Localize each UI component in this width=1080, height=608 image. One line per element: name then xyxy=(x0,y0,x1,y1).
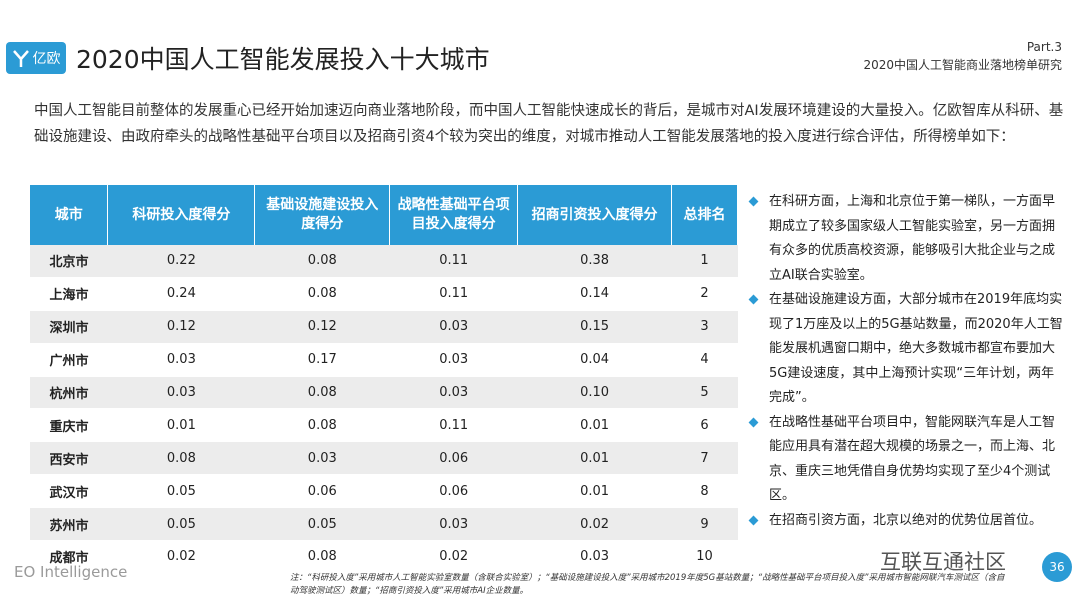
watermark: 互联互通社区 xyxy=(880,550,1006,574)
cell: 0.15 xyxy=(517,310,672,344)
row: 深圳市 0.12 0.12 0.03 0.15 3 xyxy=(30,310,738,344)
cell: 0.03 xyxy=(517,540,672,574)
cell: 8 xyxy=(671,474,738,509)
cell: 0.02 xyxy=(389,540,518,574)
cell: 10 xyxy=(671,540,738,574)
cell: 0.11 xyxy=(389,408,518,443)
intro: 中国人工智能目前整体的发展重心已经开始加速迈向商业落地阶段，而中国人工智能快速成… xyxy=(34,103,1064,145)
table-body: 北京市 0.22 0.08 0.11 0.38 1 上海市 0.24 0.08 0.11 0.14 2… xyxy=(30,245,738,574)
cell: 0.24 xyxy=(107,277,255,311)
cell: 5 xyxy=(671,376,738,410)
cell: 0.03 xyxy=(389,507,518,542)
page-number: 36 xyxy=(1042,552,1072,582)
bullet: 在科研方面，上海和北京位于第一梯队，一方面早期成立了较多国家级人工智能实验室，另… xyxy=(745,190,1065,288)
cell: 武汉市 xyxy=(30,474,108,509)
cell: 0.08 xyxy=(254,408,390,443)
cell: 上海市 xyxy=(30,277,108,311)
cell: 0.03 xyxy=(254,441,390,476)
cell: 0.03 xyxy=(107,376,255,410)
cell: 1 xyxy=(671,245,738,278)
logo: 亿欧 xyxy=(6,42,66,74)
cell: 0.05 xyxy=(107,507,255,542)
cell: 0.10 xyxy=(517,376,672,410)
bullet: 在招商引资方面，北京以绝对的优势位居首位。 xyxy=(745,509,1065,534)
cell: 深圳市 xyxy=(30,310,108,344)
row: 上海市 0.24 0.08 0.11 0.14 2 xyxy=(30,277,738,311)
header-row: 城市 科研投入度得分 基础设施建设投入度得分 战略性基础平台项目投入度得分 招商引资投入… xyxy=(30,185,738,245)
cell: 重庆市 xyxy=(30,408,108,443)
cell: 苏州市 xyxy=(30,507,108,542)
cell: 0.01 xyxy=(517,441,672,476)
bullet: 在战略性基础平台项目中，智能网联汽车是人工智能应用具有潜在超大规模的场景之一，而… xyxy=(745,411,1065,509)
cell: 0.05 xyxy=(254,507,390,542)
cell: 0.08 xyxy=(107,441,255,476)
cell: 0.05 xyxy=(107,474,255,509)
cell: 西安市 xyxy=(30,441,108,476)
cell: 0.14 xyxy=(517,277,672,311)
cell: 3 xyxy=(671,310,738,344)
cell: 0.03 xyxy=(389,343,518,377)
column-header: 基础设施建设投入度得分 xyxy=(254,185,391,245)
cell: 0.04 xyxy=(517,343,672,377)
cell: 0.02 xyxy=(107,540,255,574)
column-header: 招商引资投入度得分 xyxy=(517,185,672,245)
cell: 0.01 xyxy=(517,474,672,509)
cell: 0.12 xyxy=(107,310,255,344)
subtitle: 2020中国人工智能商业落地榜单研究 xyxy=(863,58,1062,72)
cell: 0.08 xyxy=(254,376,390,410)
row: 武汉市 0.05 0.06 0.06 0.01 8 xyxy=(30,474,738,509)
row: 西安市 0.08 0.03 0.06 0.01 7 xyxy=(30,441,738,476)
cell: 4 xyxy=(671,343,738,377)
logo-icon xyxy=(12,50,29,67)
cell: 2 xyxy=(671,277,738,311)
cell: 北京市 xyxy=(30,245,108,278)
cell: 0.22 xyxy=(107,245,255,278)
row: 成都市 0.02 0.08 0.02 0.03 10 xyxy=(30,540,738,574)
row: 重庆市 0.01 0.08 0.11 0.01 6 xyxy=(30,408,738,443)
cell: 杭州市 xyxy=(30,376,108,410)
cell: 0.08 xyxy=(254,540,390,574)
cell: 0.11 xyxy=(389,277,518,311)
brand: EO Intelligence xyxy=(14,563,128,581)
column-header: 战略性基础平台项目投入度得分 xyxy=(389,185,519,245)
cell: 0.03 xyxy=(389,376,518,410)
column-header: 科研投入度得分 xyxy=(107,185,256,245)
column-header: 城市 xyxy=(30,185,109,245)
cell: 0.01 xyxy=(107,408,255,443)
cell: 9 xyxy=(671,507,738,542)
title: 2020中国人工智能发展投入十大城市 xyxy=(76,45,490,74)
bullets: 在科研方面，上海和北京位于第一梯队，一方面早期成立了较多国家级人工智能实验室，另… xyxy=(745,190,1065,533)
cell: 0.06 xyxy=(254,474,390,509)
cell: 0.11 xyxy=(389,245,518,278)
cell: 7 xyxy=(671,441,738,476)
cell: 0.02 xyxy=(517,507,672,542)
row: 北京市 0.22 0.08 0.11 0.38 1 xyxy=(30,245,738,278)
bullet: 在基础设施建设方面，大部分城市在2019年底均实现了1万座及以上的5G基站数量，… xyxy=(745,288,1065,411)
cell: 0.17 xyxy=(254,343,390,377)
cell: 0.01 xyxy=(517,408,672,443)
cell: 0.08 xyxy=(254,245,390,278)
cell: 0.12 xyxy=(254,310,390,344)
note: 注：“科研投入度”采用城市人工智能实验室数量（含联合实验室）；“基础设施建设投入… xyxy=(290,573,1005,596)
cell: 广州市 xyxy=(30,343,108,377)
cell: 0.03 xyxy=(389,310,518,344)
cell: 6 xyxy=(671,408,738,443)
part: Part.3 xyxy=(1026,40,1062,54)
cell: 0.03 xyxy=(107,343,255,377)
cell: 0.08 xyxy=(254,277,390,311)
cell: 0.06 xyxy=(389,474,518,509)
row: 杭州市 0.03 0.08 0.03 0.10 5 xyxy=(30,376,738,410)
cell: 成都市 xyxy=(30,540,108,574)
table: 城市 科研投入度得分 基础设施建设投入度得分 战略性基础平台项目投入度得分 招商引资投入… xyxy=(30,185,738,574)
cell: 0.38 xyxy=(517,245,672,278)
column-header: 总排名 xyxy=(671,185,738,245)
cell: 0.06 xyxy=(389,441,518,476)
row: 广州市 0.03 0.17 0.03 0.04 4 xyxy=(30,343,738,377)
row: 苏州市 0.05 0.05 0.03 0.02 9 xyxy=(30,507,738,542)
logo-text: 亿欧 xyxy=(32,51,61,67)
